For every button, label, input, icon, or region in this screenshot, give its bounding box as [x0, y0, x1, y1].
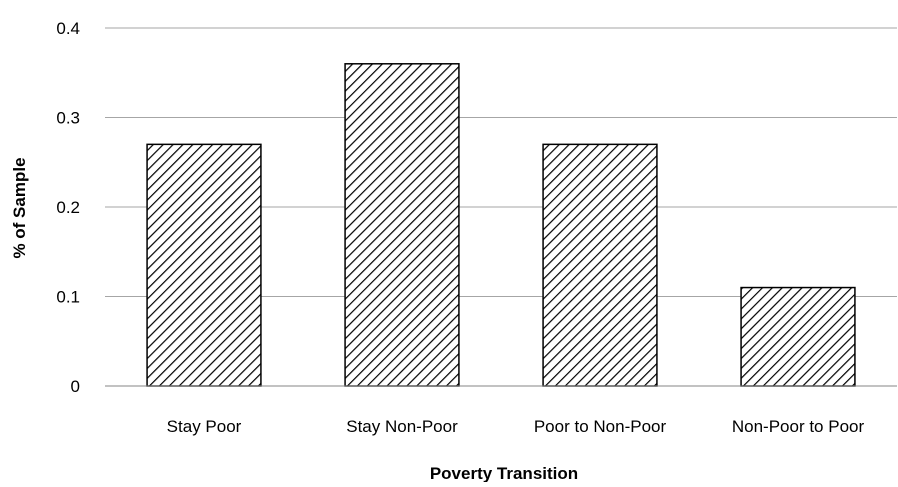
y-tick-label: 0.3 — [56, 109, 80, 128]
bar-stay-poor — [146, 143, 262, 387]
x-tick-label: Stay Poor — [167, 417, 242, 436]
bar-non-poor-to-poor — [740, 286, 856, 387]
y-tick-labels: 0 0.1 0.2 0.3 0.4 — [56, 19, 80, 396]
y-tick-label: 0 — [71, 377, 80, 396]
bar-poor-to-non-poor — [542, 143, 658, 387]
y-tick-label: 0.4 — [56, 19, 80, 38]
x-tick-labels: Stay Poor Stay Non-Poor Poor to Non-Poor No… — [167, 417, 865, 436]
y-tick-label: 0.1 — [56, 288, 80, 307]
x-tick-label: Poor to Non-Poor — [534, 417, 667, 436]
y-axis-title: % of Sample — [10, 157, 29, 258]
y-tick-label: 0.2 — [56, 198, 80, 217]
x-tick-label: Non-Poor to Poor — [732, 417, 865, 436]
x-axis-title: Poverty Transition — [430, 464, 578, 482]
x-tick-label: Stay Non-Poor — [346, 417, 458, 436]
bar-stay-non-poor — [344, 63, 460, 387]
bars — [146, 63, 856, 387]
